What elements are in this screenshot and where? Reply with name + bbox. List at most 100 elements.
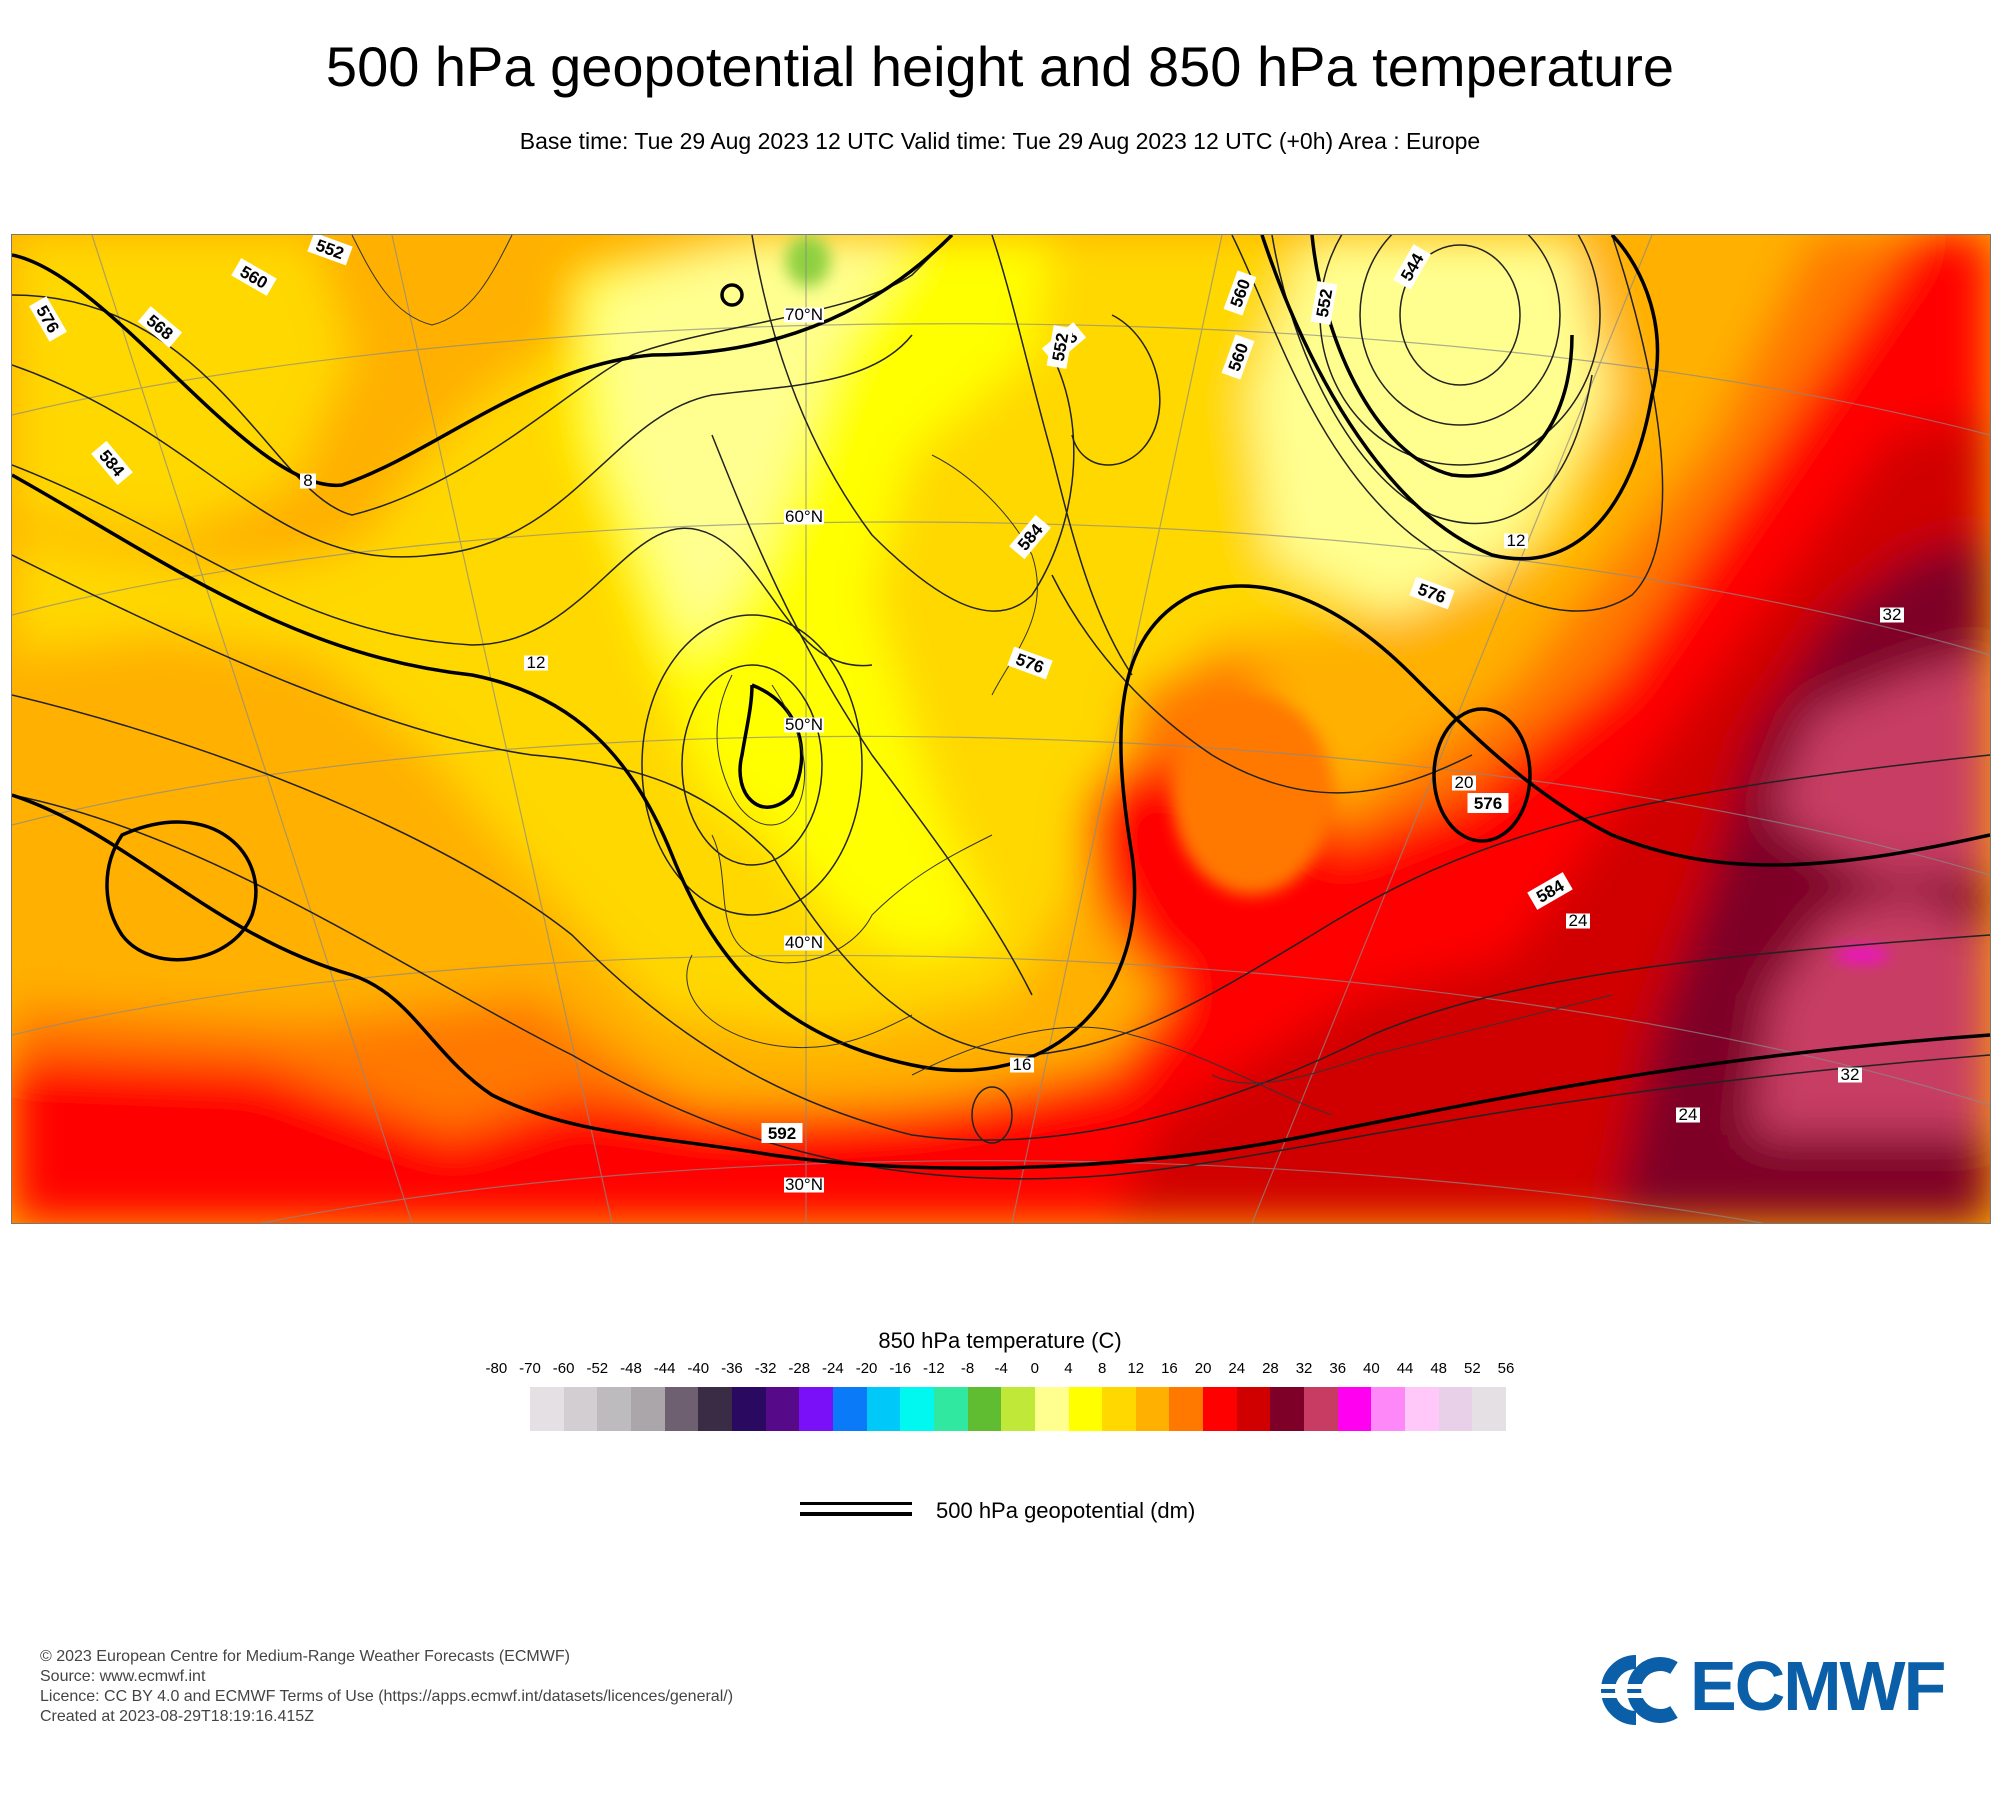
colorbar-tick-label: 12 bbox=[1127, 1360, 1145, 1377]
colorbar-swatch bbox=[1270, 1387, 1305, 1431]
temperature-label: 20 bbox=[1455, 773, 1474, 792]
colorbar-swatch bbox=[900, 1387, 934, 1431]
latitude-label-group: 70°N bbox=[784, 305, 824, 324]
colorbar-swatch bbox=[1068, 1387, 1103, 1431]
colorbar-swatch bbox=[866, 1387, 901, 1431]
temperature-label-background bbox=[524, 655, 548, 671]
temperature-label-group: 16 bbox=[1010, 1055, 1034, 1074]
colorbar-swatch bbox=[1236, 1387, 1271, 1431]
temp-zone-coldest bbox=[592, 235, 912, 655]
temp-patch-green bbox=[786, 235, 830, 287]
ecmwf-logo: ECMWF bbox=[1588, 1647, 1968, 1728]
colorbar-tick-label: -52 bbox=[586, 1360, 609, 1377]
latitude-label: 40°N bbox=[785, 933, 823, 952]
temperature-label-background bbox=[1504, 533, 1528, 549]
colorbar-swatch bbox=[630, 1387, 665, 1431]
geopotential-label-background bbox=[1393, 244, 1431, 290]
colorbar-tick-label: -24 bbox=[822, 1360, 844, 1377]
colorbar-tick-label: 8 bbox=[1097, 1360, 1107, 1377]
temperature-label-background bbox=[1010, 1057, 1034, 1073]
geopotential-label: 592 bbox=[768, 1124, 796, 1143]
colorbar-swatch bbox=[1135, 1387, 1170, 1431]
latitude-label-background bbox=[784, 509, 824, 525]
geopotential-label-background bbox=[1310, 281, 1338, 325]
temperature-label-background bbox=[1676, 1107, 1700, 1123]
colorbar-tick-label: -8 bbox=[960, 1360, 975, 1377]
colorbar-swatch bbox=[1203, 1387, 1237, 1431]
colorbar-swatch bbox=[664, 1387, 699, 1431]
latitude-label-background bbox=[784, 1177, 824, 1193]
coastlines bbox=[351, 235, 1613, 1116]
colorbar-tick-label: 24 bbox=[1228, 1360, 1246, 1377]
colorbar-tick-label: -80 bbox=[485, 1360, 508, 1377]
line-legend-label: 500 hPa geopotential (dm) bbox=[936, 1498, 1196, 1523]
geopotential-label-background bbox=[1409, 576, 1455, 610]
colorbar-swatch bbox=[698, 1387, 732, 1431]
logo-text: ECMWF bbox=[1690, 1647, 1946, 1725]
colorbar-tick-label: -16 bbox=[889, 1360, 912, 1377]
footer-copyright: © 2023 European Centre for Medium-Range … bbox=[40, 1648, 570, 1665]
colorbar-swatch bbox=[765, 1387, 800, 1431]
colorbar-swatch bbox=[1102, 1387, 1136, 1431]
colorbar-tick-label: -36 bbox=[721, 1360, 743, 1377]
latitude-labels: 70°N 60°N 50°N 40°N 30°N bbox=[784, 305, 824, 1194]
temp-zone-peak-east bbox=[1772, 655, 1990, 875]
colorbar-tick-label: -48 bbox=[620, 1360, 642, 1377]
colorbar-tick-label: 32 bbox=[1295, 1360, 1313, 1377]
colorbar-tick-label: 48 bbox=[1430, 1360, 1448, 1377]
temperature-label-group: 32 bbox=[1880, 605, 1904, 624]
latitude-label-background bbox=[784, 717, 824, 733]
colorbar-tick-label: -28 bbox=[788, 1360, 811, 1377]
temperature-label: 16 bbox=[1013, 1055, 1032, 1074]
footer-licence: Licence: CC BY 4.0 and ECMWF Terms of Us… bbox=[40, 1688, 734, 1705]
colorbar-tick-label: -4 bbox=[994, 1360, 1008, 1377]
colorbar-tick-label: -40 bbox=[687, 1360, 710, 1377]
line-legend: 500 hPa geopotential (dm) bbox=[800, 1498, 1200, 1528]
footer-created: Created at 2023-08-29T18:19:16.415Z bbox=[40, 1708, 314, 1725]
colorbar-tick-label: 52 bbox=[1464, 1360, 1481, 1377]
colorbar-swatch bbox=[1337, 1387, 1372, 1431]
geopotential-label-background bbox=[1009, 514, 1051, 560]
temperature-label-background bbox=[1566, 913, 1590, 929]
colorbar-swatch bbox=[799, 1387, 833, 1431]
temp-patch-north-warm bbox=[1172, 695, 1332, 895]
contour-line-sample bbox=[800, 1502, 912, 1516]
temperature-label: 12 bbox=[1507, 531, 1526, 550]
colorbar-ticks: -80 -70 -60 -52 -48 -44 -40 -36 -32 -28 -24 -20 -16-… bbox=[486, 1360, 1515, 1384]
geopotential-label-background bbox=[1527, 872, 1573, 910]
temperature-label: 24 bbox=[1679, 1105, 1698, 1124]
geopotential-label-background bbox=[1046, 325, 1074, 369]
geopotential-thin-contours bbox=[12, 235, 1990, 1180]
geopotential-label-group: 560 bbox=[1221, 334, 1255, 380]
colorbar-swatch bbox=[530, 1387, 564, 1431]
geopotential-thick-contours bbox=[12, 235, 1990, 1170]
temperature-label: 32 bbox=[1883, 605, 1902, 624]
colorbar-swatch bbox=[1001, 1387, 1035, 1431]
temperature-label-group: 20 bbox=[1452, 773, 1476, 792]
latitude-label: 30°N bbox=[785, 1175, 823, 1194]
temperature-label-group: 24 bbox=[1676, 1105, 1700, 1124]
latitude-label-group: 60°N bbox=[784, 507, 824, 526]
colorbar-tick-label: 0 bbox=[1030, 1360, 1039, 1377]
latitude-label: 50°N bbox=[785, 715, 823, 734]
colorbar-tick-label: 16 bbox=[1161, 1360, 1178, 1377]
colorbar-tick-label: 28 bbox=[1262, 1360, 1279, 1377]
geopotential-label: 576 bbox=[1474, 794, 1502, 813]
temperature-label-background bbox=[300, 473, 316, 489]
geopotential-labels: 5525605685765845925445525605685765845765… bbox=[29, 235, 1573, 1143]
colorbar-swatch bbox=[1438, 1387, 1473, 1431]
geopotential-label: 552 bbox=[1313, 287, 1337, 318]
temp-zone-arctic bbox=[1252, 235, 1612, 615]
map-panel: 5525605685765845925445525605685765845765… bbox=[11, 234, 1991, 1224]
colorbar-tick-label: 20 bbox=[1194, 1360, 1212, 1377]
colorbar-swatch bbox=[1169, 1387, 1204, 1431]
colorbar-swatch bbox=[933, 1387, 968, 1431]
latitude-label: 60°N bbox=[785, 507, 823, 526]
temperature-label-background bbox=[1452, 775, 1476, 791]
colorbar-swatch bbox=[1371, 1387, 1406, 1431]
geopotential-label-group: 552 bbox=[1046, 325, 1074, 369]
geopotential-label-group: 552 bbox=[1310, 281, 1338, 325]
temp-zone-peak-south bbox=[1752, 895, 1990, 1135]
ecmwf-logo-icon bbox=[1594, 1655, 1680, 1725]
